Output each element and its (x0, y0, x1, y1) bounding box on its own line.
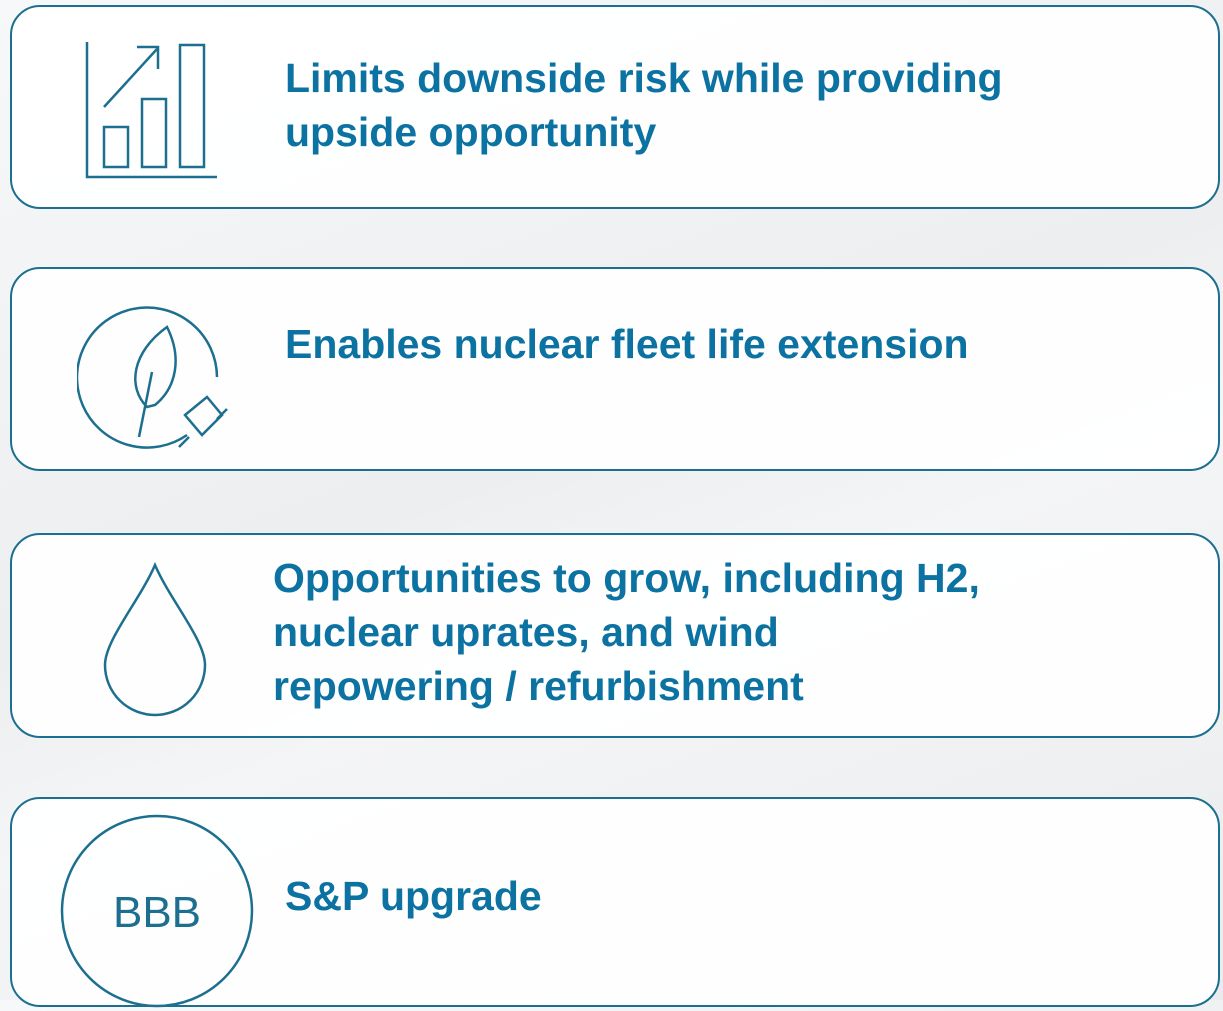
badge-text: BBB (113, 888, 201, 937)
card: Enables nuclear fleet life extension (10, 267, 1220, 471)
card: Limits downside risk while providing ups… (10, 5, 1220, 209)
card-text: Enables nuclear fleet life extension (285, 317, 969, 371)
card-text: Limits downside risk while providing ups… (285, 51, 1003, 159)
text-line: S&P upgrade (285, 873, 542, 919)
text-line: Enables nuclear fleet life extension (285, 321, 969, 367)
text-line: repowering / refurbishment (273, 663, 804, 709)
card-text: S&P upgrade (285, 869, 542, 923)
leaf-icon (77, 306, 228, 449)
card: BBB S&P upgrade (10, 797, 1220, 1008)
badge-icon: BBB (60, 814, 254, 1008)
card-text: Opportunities to grow, including H2, nuc… (273, 551, 980, 713)
text-line: nuclear uprates, and wind (273, 609, 779, 655)
text-line: Opportunities to grow, including H2, (273, 555, 980, 601)
text-line: Limits downside risk while providing (285, 55, 1003, 101)
text-line: upside opportunity (285, 109, 657, 155)
chart-icon (85, 42, 217, 179)
drop-icon (103, 561, 207, 717)
card: Opportunities to grow, including H2, nuc… (10, 533, 1220, 738)
